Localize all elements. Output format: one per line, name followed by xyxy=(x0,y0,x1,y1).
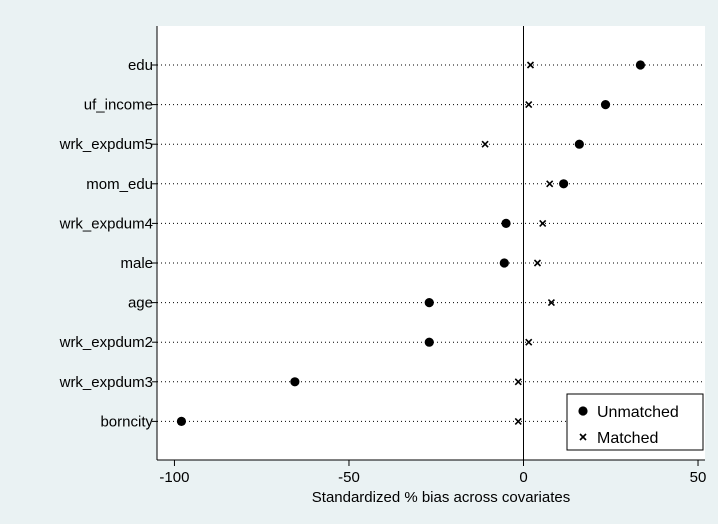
data-points xyxy=(176,60,646,426)
point-unmatched-uf-income xyxy=(600,100,611,110)
legend-label-unmatched: Unmatched xyxy=(597,404,679,421)
point-unmatched-wrk-expdum2 xyxy=(424,337,434,347)
point-unmatched-edu xyxy=(635,60,646,70)
category-label-male: male xyxy=(120,255,153,272)
x-axis-title: Standardized % bias across covariates xyxy=(312,489,570,506)
legend-marker-unmatched xyxy=(578,406,588,416)
x-tick-label-0: 0 xyxy=(519,469,527,486)
x-tick-label-50: 50 xyxy=(690,469,707,486)
legend: Unmatched Matched xyxy=(566,393,704,451)
point-unmatched-male xyxy=(499,258,509,268)
point-unmatched-age xyxy=(424,298,434,308)
point-matched-wrk-expdum5 xyxy=(481,140,489,148)
point-unmatched-wrk-expdum4 xyxy=(501,218,511,228)
x-axis-ticks: -100 -50 0 50 xyxy=(159,460,706,486)
point-unmatched-mom-edu xyxy=(559,179,569,189)
point-matched-mom-edu xyxy=(546,180,554,188)
category-label-wrk-expdum4: wrk_expdum4 xyxy=(59,215,153,232)
category-label-wrk-expdum2: wrk_expdum2 xyxy=(59,334,153,351)
point-matched-borncity xyxy=(514,417,522,425)
point-matched-edu xyxy=(526,61,535,69)
legend-box xyxy=(566,393,704,451)
category-labels: edu uf_income wrk_expdum5 mom_edu wrk_expdum… xyxy=(59,57,157,430)
plot-background xyxy=(157,26,705,460)
legend-marker-matched xyxy=(579,433,587,441)
x-tick-label--50: -50 xyxy=(338,469,360,486)
category-label-wrk-expdum3: wrk_expdum3 xyxy=(59,374,153,391)
category-label-uf-income: uf_income xyxy=(84,97,153,114)
legend-symbol-unmatched xyxy=(578,406,588,416)
point-matched-male xyxy=(533,259,542,267)
point-unmatched-wrk-expdum5 xyxy=(574,139,584,149)
point-matched-wrk-expdum3 xyxy=(514,378,522,386)
point-matched-wrk-expdum4 xyxy=(539,219,547,227)
legend-symbol-matched xyxy=(579,433,587,441)
legend-label-matched: Matched xyxy=(597,430,658,447)
point-matched-uf-income xyxy=(525,101,533,109)
point-unmatched-borncity xyxy=(176,416,187,426)
point-matched-wrk-expdum2 xyxy=(525,338,533,346)
point-unmatched-wrk-expdum3 xyxy=(290,377,300,387)
category-label-mom-edu: mom_edu xyxy=(86,176,153,193)
category-label-borncity: borncity xyxy=(100,413,153,430)
category-label-edu: edu xyxy=(128,57,153,74)
x-tick-label--100: -100 xyxy=(159,469,189,486)
point-matched-age xyxy=(547,299,555,307)
category-label-wrk-expdum5: wrk_expdum5 xyxy=(59,136,153,153)
category-label-age: age xyxy=(128,295,153,312)
